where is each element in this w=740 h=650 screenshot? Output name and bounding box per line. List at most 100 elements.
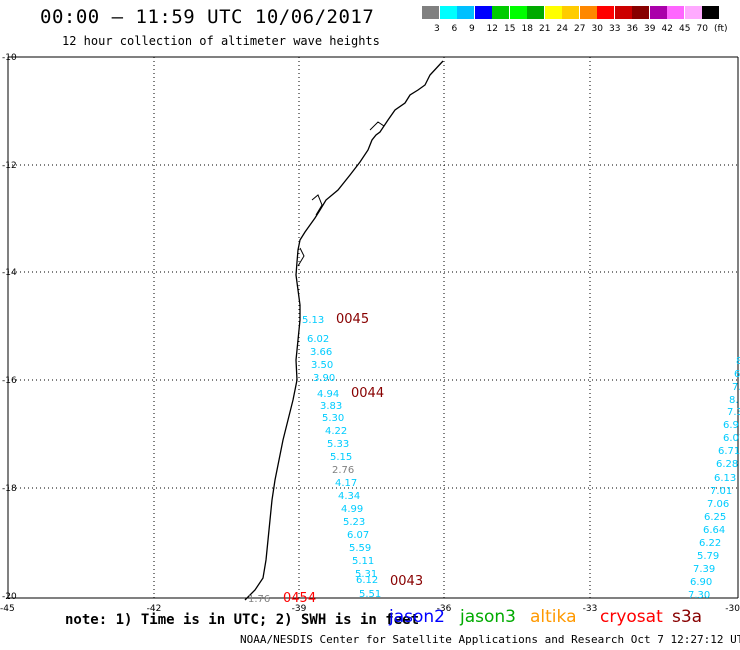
colorbar-label: 36 [626,24,638,34]
colorbar-swatch [614,6,632,19]
footer-note: note: 1) Time is in UTC; 2) SWH is in fe… [65,612,420,628]
satellite-legend-cryosat: cryosat [600,607,663,627]
colorbar-label: (ft) [714,24,728,34]
colorbar-label: 45 [679,24,691,34]
page-title: 00:00 – 11:59 UTC 10/06/2017 [40,6,375,28]
colorbar-label: 70 [696,24,708,34]
colorbar-label: 42 [661,24,673,34]
lat-axis-label: -10 [2,53,17,63]
colorbar-swatch [509,6,527,19]
wave-height-value: 4.34 [338,491,360,502]
wave-height-value: 6.64 [703,525,725,536]
wave-height-value: 5.51 [359,589,381,600]
wave-height-value: 4.94 [317,389,339,400]
colorbar-swatch [492,6,509,19]
lon-axis-label: -30 [725,604,740,614]
wave-height-value: 5.30 [322,413,344,424]
colorbar-label: 33 [609,24,621,34]
colorbar-swatch [474,6,492,19]
coastline-inlet [297,121,385,267]
pass-time-label: 0045 [336,312,369,327]
lon-axis-label: -33 [583,604,598,614]
graticule: -10 -12 -14 -16 -18 -20 -45 -42 -39 -36 -33 -30 [0,53,740,614]
lon-axis-label: -39 [292,604,307,614]
wave-height-value: 6.13 [714,473,736,484]
wave-height-value: 3.66 [310,347,332,358]
colorbar-label: 15 [504,24,516,34]
pass-time-label: 0044 [351,386,384,401]
colorbar-swatch [527,6,544,19]
wave-height-value: 5.13 [302,315,324,326]
wave-height-value: 4.17 [335,478,357,489]
lat-axis-label: -12 [2,161,17,171]
wave-height-value: 6.22 [699,538,721,549]
wave-height-value: 1.76 [248,594,270,605]
wave-height-value: 6.07 [723,433,740,444]
wave-height-value: 6.9 [723,420,739,431]
wave-height-value: 3.50 [311,360,333,371]
page-subtitle: 12 hour collection of altimeter wave hei… [62,34,380,48]
colorbar-label: 21 [539,24,551,34]
wave-height-value: 6.12 [356,575,378,586]
wave-height-value: 8. [729,395,739,406]
colorbar-label: 18 [521,24,533,34]
lat-axis-label: -18 [2,484,17,494]
colorbar-swatch [632,6,649,19]
pass-time-label: 0043 [390,574,423,589]
wave-height-value: 5.31 [355,569,377,580]
colorbar-label: 30 [591,24,603,34]
wave-height-value: 8 [736,356,740,367]
wave-height-value: 5.79 [697,551,719,562]
wave-height-value: 6 [734,369,740,380]
colorbar-label: 12 [486,24,498,34]
wave-height-value: 3.90 [313,373,335,384]
wave-height-value: 6.28 [716,459,738,470]
colorbar-swatch [597,6,614,19]
colorbar-swatch [544,6,562,19]
lat-axis-label: -14 [2,268,17,278]
colorbar-swatch [702,6,719,19]
colorbar-label: 9 [469,24,475,34]
colorbar-swatch [649,6,667,19]
wave-height-value: 5.59 [349,543,371,554]
colorbar-label: 24 [556,24,568,34]
wave-height-value: 5.11 [352,556,374,567]
colorbar-swatch [439,6,457,19]
wave-height-values: 5.13 6.02 3.66 3.50 3.90 4.943.835.30 4.22 5.33… [248,312,740,606]
wave-height-value: 4.99 [341,504,363,515]
wave-height-value: 7.30 [688,590,710,601]
colorbar-label: 27 [574,24,586,34]
wave-height-value: 6.90 [690,577,712,588]
wave-height-value: 5.15 [330,452,352,463]
wave-height-value: 2.76 [332,465,354,476]
lat-axis-label: -16 [2,376,17,386]
satellite-legend-jason2: jason2 [389,607,445,627]
pass-time-label: 0454 [283,591,316,606]
satellite-legend-s3a: s3a [672,607,703,627]
coastline [244,60,444,601]
colorbar-swatch [667,6,684,19]
wave-height-value: 7.39 [693,564,715,575]
colorbar-label: 3 [434,24,440,34]
colorbar-swatch [684,6,702,19]
wave-height-value: 5.33 [327,439,349,450]
colorbar-swatch [579,6,597,19]
wave-height-value: 6.71 [718,446,740,457]
colorbar-label: 39 [644,24,656,34]
lat-axis-label: -20 [2,592,17,602]
satellite-legend-jason3: jason3 [460,607,516,627]
lon-axis-label: -42 [147,604,162,614]
wave-height-value: 6.02 [307,334,329,345]
colorbar-swatch [457,6,474,19]
lon-axis-label: -45 [0,604,15,614]
lon-axis-label: -36 [437,604,452,614]
wave-height-value: 6.07 [347,530,369,541]
colorbar-swatch [422,6,439,19]
satellite-legend-altika: altika [530,607,577,627]
wave-height-value: 5.23 [343,517,365,528]
wave-height-value: 6.25 [704,512,726,523]
wave-height-value: 4.22 [325,426,347,437]
colorbar-label: 6 [451,24,458,34]
wave-height-value: 7. [732,382,740,393]
